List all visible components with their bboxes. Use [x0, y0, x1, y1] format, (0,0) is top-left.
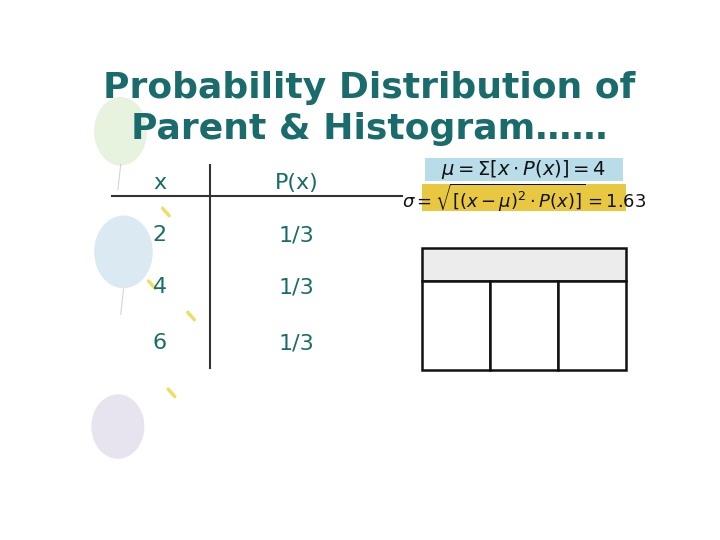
- Text: $\mu = \Sigma[x \cdot P(x)] = 4$: $\mu = \Sigma[x \cdot P(x)] = 4$: [441, 158, 606, 181]
- Text: P(x): P(x): [274, 173, 318, 193]
- Ellipse shape: [94, 215, 153, 288]
- Text: 4: 4: [153, 277, 167, 297]
- Bar: [425, 158, 623, 181]
- Text: 1/3: 1/3: [279, 333, 315, 353]
- Bar: [422, 248, 626, 281]
- Text: 6: 6: [153, 333, 167, 353]
- Bar: [422, 281, 490, 370]
- Text: x: x: [153, 173, 166, 193]
- Text: 1/3: 1/3: [279, 225, 315, 245]
- Ellipse shape: [94, 97, 147, 166]
- Text: 2: 2: [153, 225, 167, 245]
- Ellipse shape: [91, 394, 145, 459]
- Text: 1/3: 1/3: [279, 277, 315, 297]
- Bar: [490, 281, 558, 370]
- Bar: [422, 184, 626, 211]
- Text: $\sigma = \sqrt{[(x-\mu)^2 \cdot P(x)]} = 1.63$: $\sigma = \sqrt{[(x-\mu)^2 \cdot P(x)]} …: [402, 181, 646, 214]
- Text: Probability Distribution of
Parent & Histogram……: Probability Distribution of Parent & His…: [103, 71, 635, 146]
- Bar: [558, 281, 626, 370]
